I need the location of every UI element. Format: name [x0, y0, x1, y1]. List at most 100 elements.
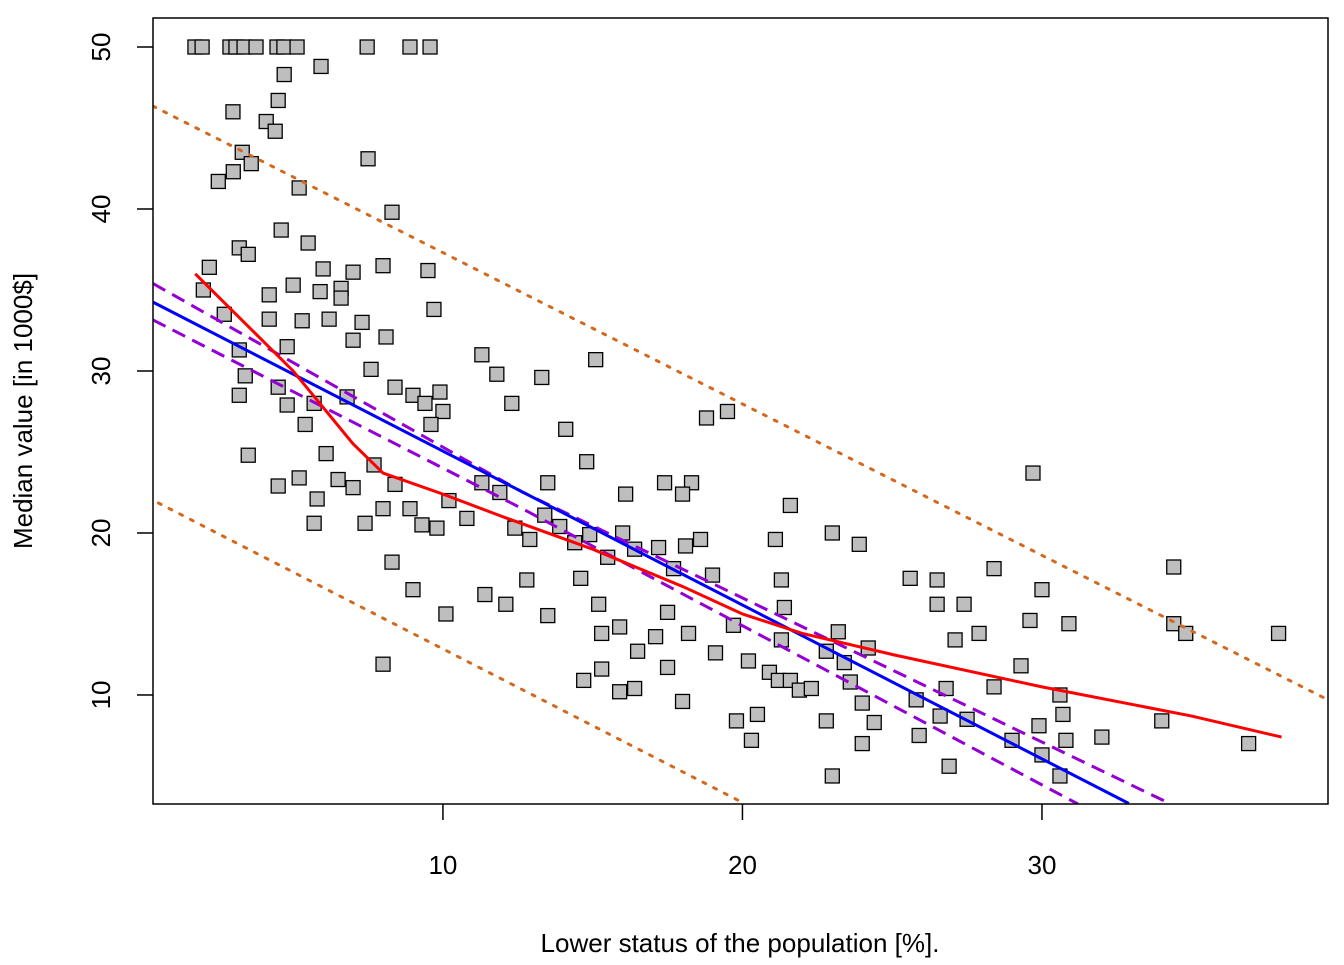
point: [354, 314, 370, 331]
point: [498, 596, 514, 612]
point: [279, 397, 295, 413]
point: [540, 607, 556, 624]
point: [333, 290, 349, 306]
point: [1094, 729, 1110, 745]
point: [270, 92, 286, 109]
point: [1154, 713, 1170, 729]
y-axis-label: Median value [in 1000$]: [8, 273, 38, 549]
point: [435, 403, 451, 420]
point: [740, 653, 757, 669]
point: [1166, 559, 1182, 575]
point: [248, 39, 264, 55]
point: [345, 479, 361, 496]
point: [579, 454, 595, 470]
point: [929, 596, 945, 612]
point: [309, 491, 325, 507]
point: [674, 486, 691, 502]
point: [522, 531, 538, 548]
point: [300, 235, 316, 251]
point: [312, 283, 328, 300]
point: [1031, 718, 1047, 734]
point: [818, 713, 834, 729]
point: [782, 497, 799, 514]
point: [261, 287, 277, 303]
point: [719, 403, 736, 420]
point: [594, 661, 610, 677]
point: [911, 727, 927, 744]
point: [276, 39, 292, 55]
point: [1058, 732, 1074, 748]
point: [558, 421, 574, 437]
point: [459, 510, 475, 527]
point: [680, 625, 697, 642]
point: [417, 395, 433, 412]
point: [677, 538, 694, 554]
y-tick-label: 50: [86, 33, 116, 62]
point: [387, 379, 403, 395]
point: [704, 567, 721, 583]
point: [1022, 612, 1038, 629]
point: [1013, 658, 1029, 674]
fit-line: [194, 272, 1282, 739]
y-tick-label: 20: [86, 519, 116, 548]
point: [474, 347, 490, 363]
point: [375, 501, 391, 517]
point: [986, 679, 1002, 695]
point: [438, 606, 454, 622]
point: [1034, 582, 1050, 598]
point: [318, 445, 334, 462]
point: [375, 258, 391, 274]
x-axis-label: Lower status of the population [%].: [541, 928, 940, 958]
point: [504, 395, 520, 412]
point: [359, 39, 375, 55]
point: [194, 39, 210, 55]
y-tick-label: 10: [86, 681, 116, 710]
point: [659, 659, 676, 676]
point: [956, 596, 972, 612]
point: [297, 416, 313, 433]
fit-line: [153, 104, 1328, 702]
point: [201, 259, 217, 275]
point: [432, 384, 448, 400]
point: [591, 596, 607, 612]
point: [617, 486, 634, 502]
point: [294, 313, 310, 329]
point: [357, 515, 373, 531]
point: [279, 339, 295, 355]
point: [866, 714, 882, 731]
point: [1025, 465, 1041, 481]
point: [291, 470, 307, 486]
point: [824, 768, 840, 784]
point: [947, 632, 963, 648]
point: [707, 645, 724, 661]
point: [315, 261, 331, 277]
point: [540, 475, 556, 491]
point: [659, 604, 676, 621]
point: [594, 625, 610, 642]
fit-line: [153, 300, 1130, 804]
point: [611, 684, 628, 700]
point: [306, 515, 322, 531]
point: [938, 680, 954, 697]
point: [345, 332, 361, 348]
point: [422, 39, 438, 55]
fit-line: [156, 501, 747, 804]
point: [285, 277, 301, 293]
point: [534, 369, 550, 386]
point: [267, 123, 283, 139]
point: [360, 151, 376, 167]
plot-area: [153, 39, 1328, 804]
point: [743, 732, 760, 748]
point: [414, 517, 430, 533]
x-tick-label: 30: [1028, 850, 1057, 880]
point: [830, 624, 846, 640]
point: [420, 262, 436, 279]
point: [270, 478, 286, 494]
point: [216, 306, 232, 322]
point: [725, 617, 742, 633]
point: [1178, 625, 1194, 642]
point: [273, 222, 289, 238]
y-tick-label: 30: [86, 357, 116, 386]
point: [629, 643, 646, 659]
